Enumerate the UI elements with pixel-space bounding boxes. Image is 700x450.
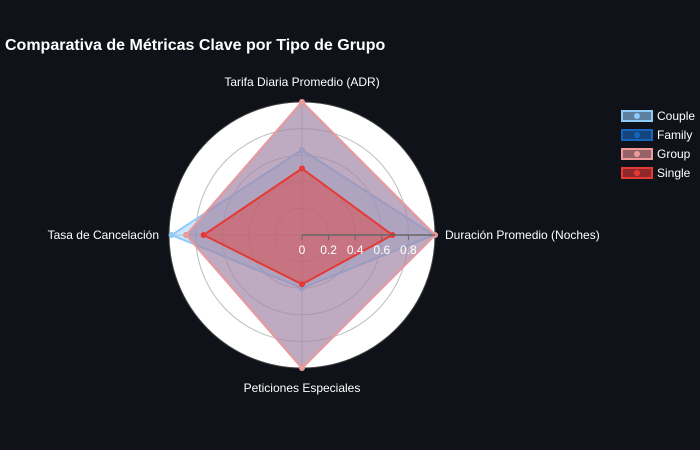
- legend-marker: [634, 132, 640, 138]
- radial-tick-label: 0: [299, 243, 306, 257]
- legend-item-couple[interactable]: Couple: [621, 109, 695, 123]
- legend-label: Group: [657, 147, 691, 161]
- radial-tick-label: 0.8: [400, 243, 417, 257]
- radial-ticks: 0 0.2 0.4 0.6 0.8: [299, 234, 435, 257]
- legend-marker: [634, 113, 640, 119]
- legend-item-family[interactable]: Family: [621, 128, 692, 142]
- data-point-single-4[interactable]: [200, 232, 207, 238]
- legend-label: Single: [657, 166, 691, 180]
- radial-tick-label: 0.4: [347, 243, 364, 257]
- radial-tick-label: 0.6: [373, 243, 390, 257]
- legend[interactable]: Couple Family Group Single: [621, 109, 695, 180]
- legend-marker: [634, 151, 640, 157]
- data-point-group-3[interactable]: [299, 365, 305, 371]
- legend-item-group[interactable]: Group: [621, 147, 691, 161]
- axis-label-4: Tasa de Cancelación: [48, 228, 159, 242]
- axis-label-1: Tarifa Diaria Promedio (ADR): [224, 75, 379, 89]
- axis-label-2: Duración Promedio (Noches): [445, 228, 600, 242]
- axis-label-3: Peticiones Especiales: [244, 381, 361, 395]
- radial-tick-label: 0.2: [320, 243, 337, 257]
- legend-marker: [634, 170, 640, 176]
- legend-label: Family: [657, 128, 692, 142]
- data-point-group-1[interactable]: [299, 99, 305, 105]
- data-point-couple-1[interactable]: [299, 146, 305, 153]
- data-point-single-1[interactable]: [299, 165, 305, 172]
- data-point-group-4[interactable]: [183, 232, 190, 238]
- angular-axis-labels: Tarifa Diaria Promedio (ADR) Duración Pro…: [48, 75, 600, 395]
- data-point-single-3[interactable]: [299, 281, 305, 288]
- chart-title: Comparativa de Métricas Clave por Tipo d…: [5, 37, 385, 54]
- legend-item-single[interactable]: Single: [621, 166, 691, 180]
- legend-label: Couple: [657, 109, 695, 123]
- data-point-couple-4[interactable]: [168, 232, 175, 238]
- series-single[interactable]: [200, 165, 396, 288]
